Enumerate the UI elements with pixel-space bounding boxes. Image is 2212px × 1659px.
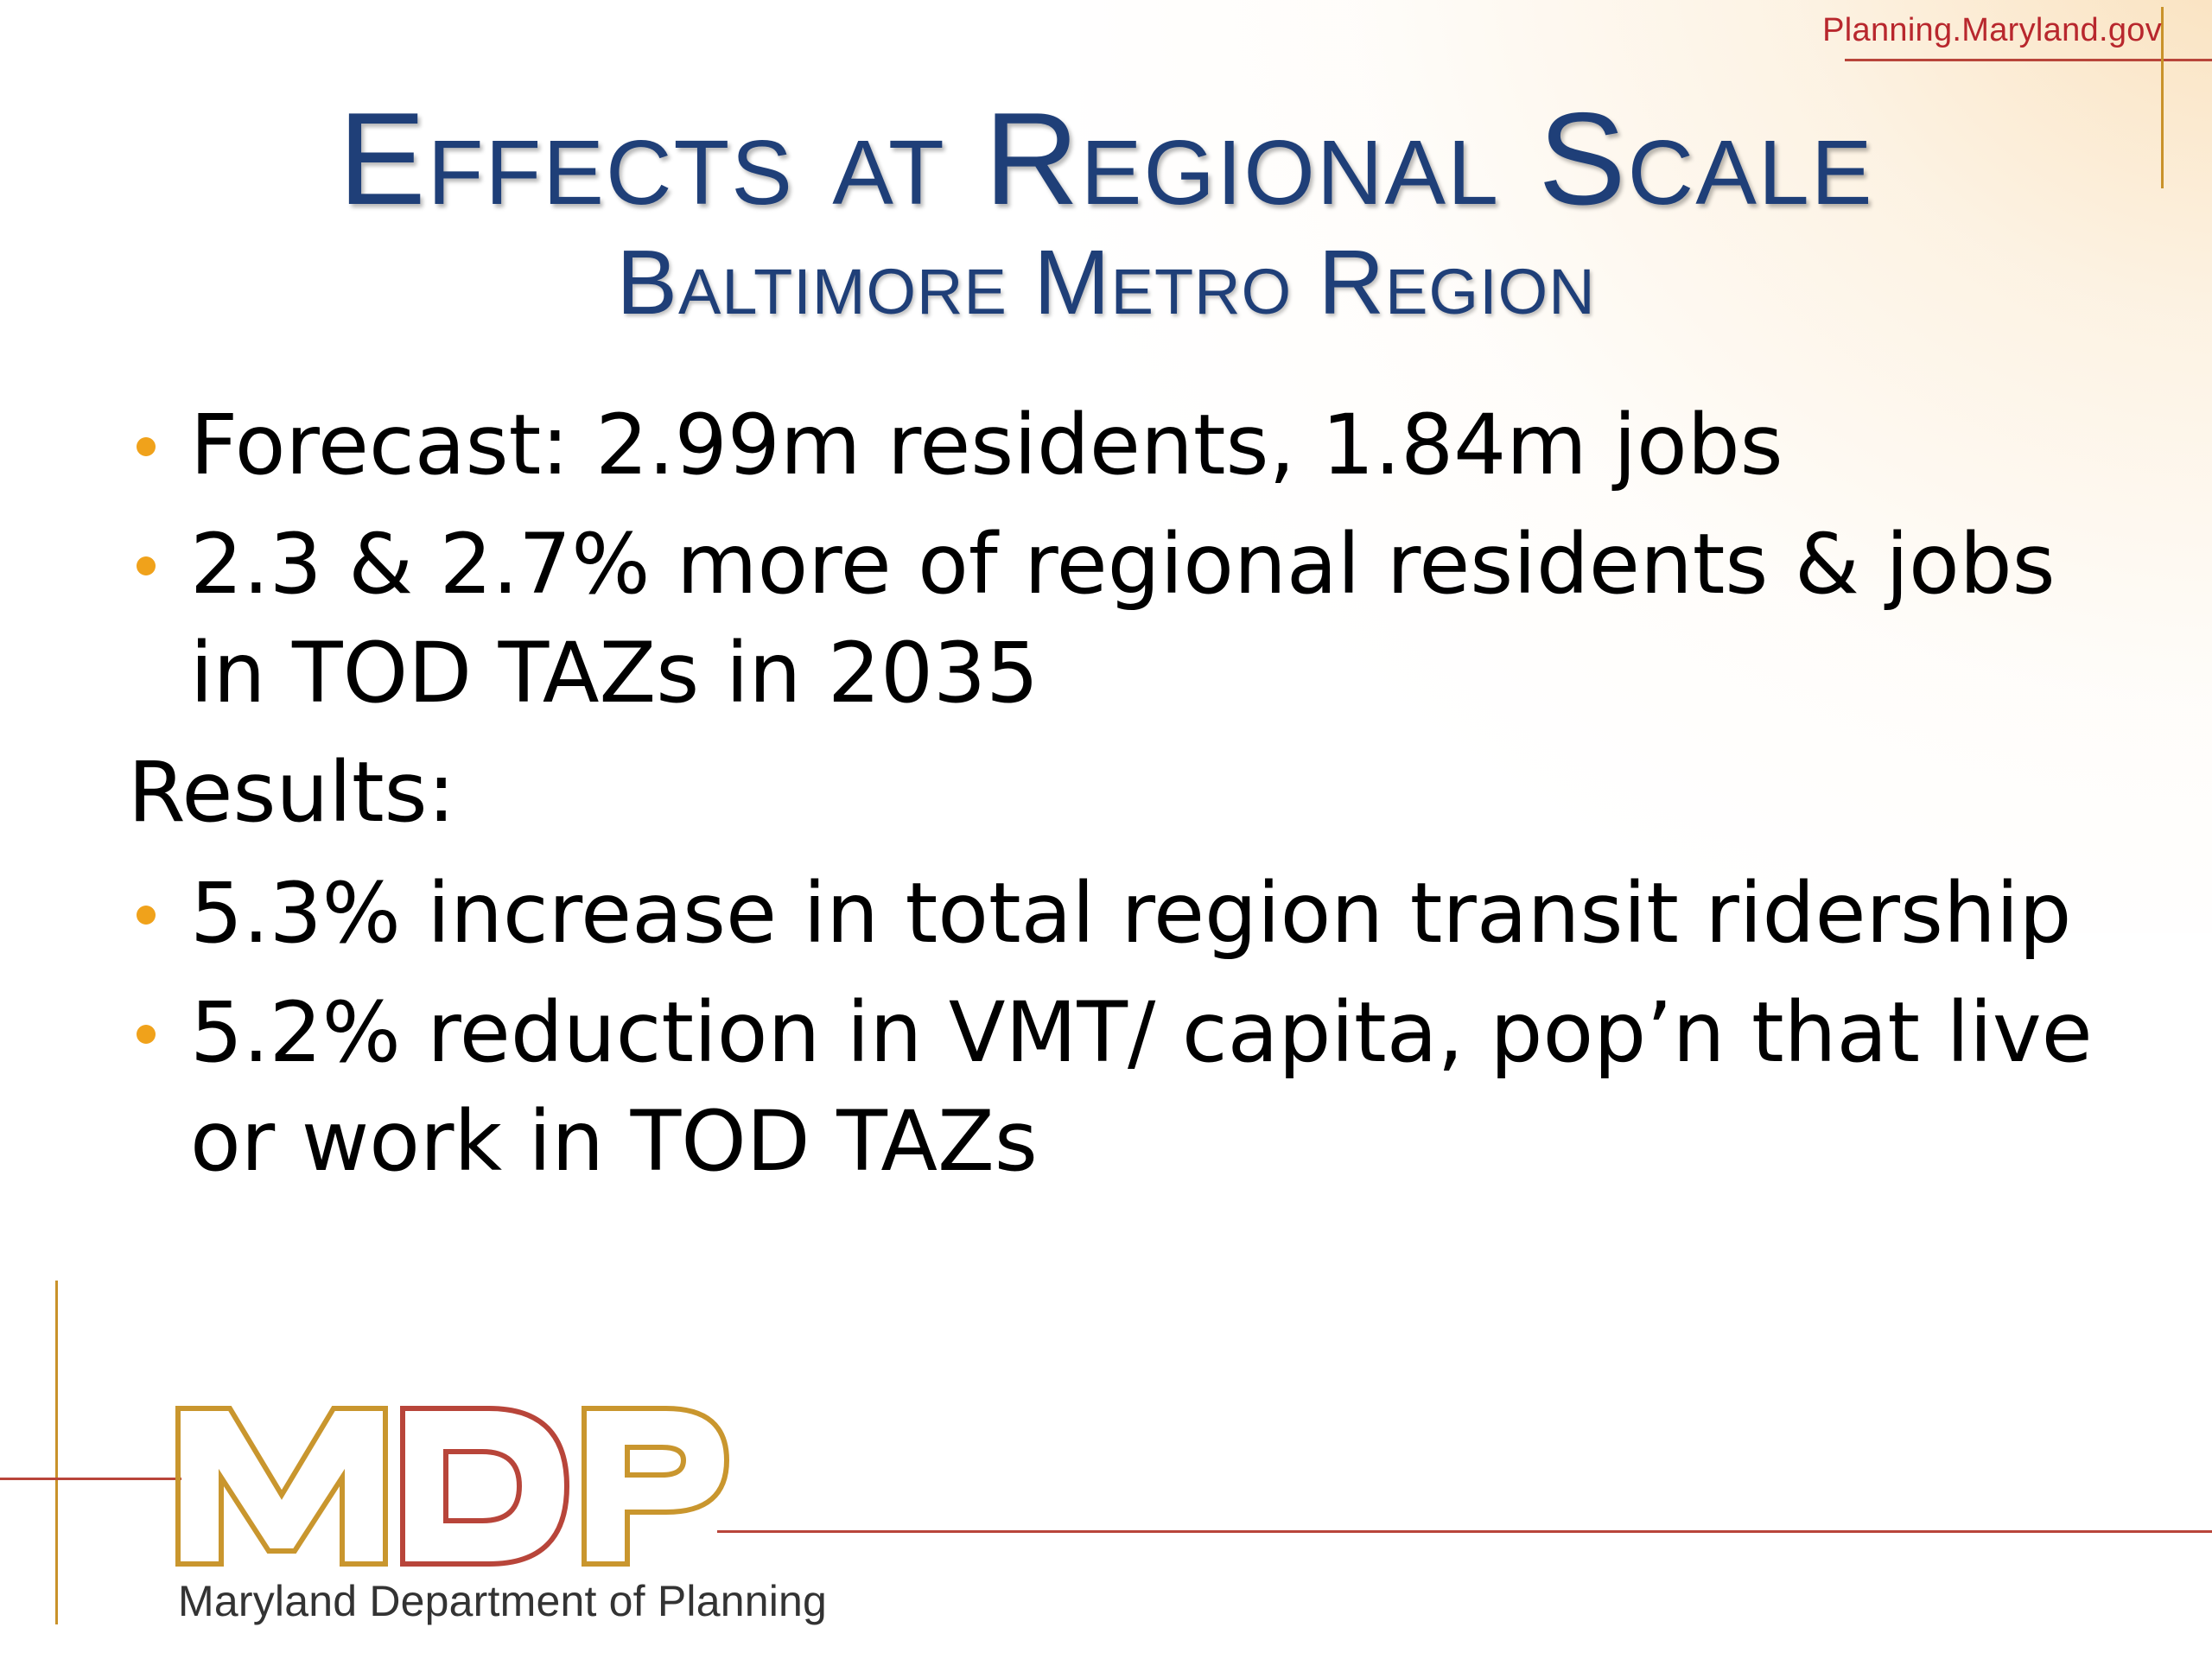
bullet-text: 5.3% increase in total region transit ri… [190,865,2072,962]
bullet-item: 5.2% reduction in VMT/ capita, pop’n tha… [130,978,2117,1196]
bullet-item: 2.3 & 2.7% more of regional residents & … [130,510,2117,728]
background-glow [1080,0,2212,933]
results-heading: Results: [128,744,455,841]
bottom-horizontal-rule [717,1530,2212,1533]
mdp-logo [169,1400,740,1624]
bullet-item: 5.3% increase in total region transit ri… [130,859,2117,968]
bullet-dot-icon [137,906,156,925]
site-url[interactable]: Planning.Maryland.gov [1822,12,2162,48]
slide-subtitle: Baltimore Metro Region [616,232,1596,334]
bullet-text: Forecast: 2.99m residents, 1.84m jobs [190,397,1783,493]
bottom-left-vertical-rule [55,1281,58,1624]
bottom-left-horizontal-rule [0,1478,181,1480]
slide-content: Forecast: 2.99m residents, 1.84m jobs 2.… [128,391,2117,1206]
bullet-dot-icon [137,437,156,456]
slide-title: Effects at Regional Scale [338,86,1874,232]
mdp-logo-icon [175,1406,730,1567]
bullet-dot-icon [137,1025,156,1044]
top-right-horizontal-rule [1845,59,2212,61]
bullet-item: Forecast: 2.99m residents, 1.84m jobs [130,391,2117,499]
top-right-vertical-rule [2161,7,2164,188]
agency-name: Maryland Department of Planning [178,1577,828,1625]
bullet-text: 2.3 & 2.7% more of regional residents & … [190,516,2056,721]
bullet-text: 5.2% reduction in VMT/ capita, pop’n tha… [190,984,2093,1190]
bullet-dot-icon [137,556,156,575]
